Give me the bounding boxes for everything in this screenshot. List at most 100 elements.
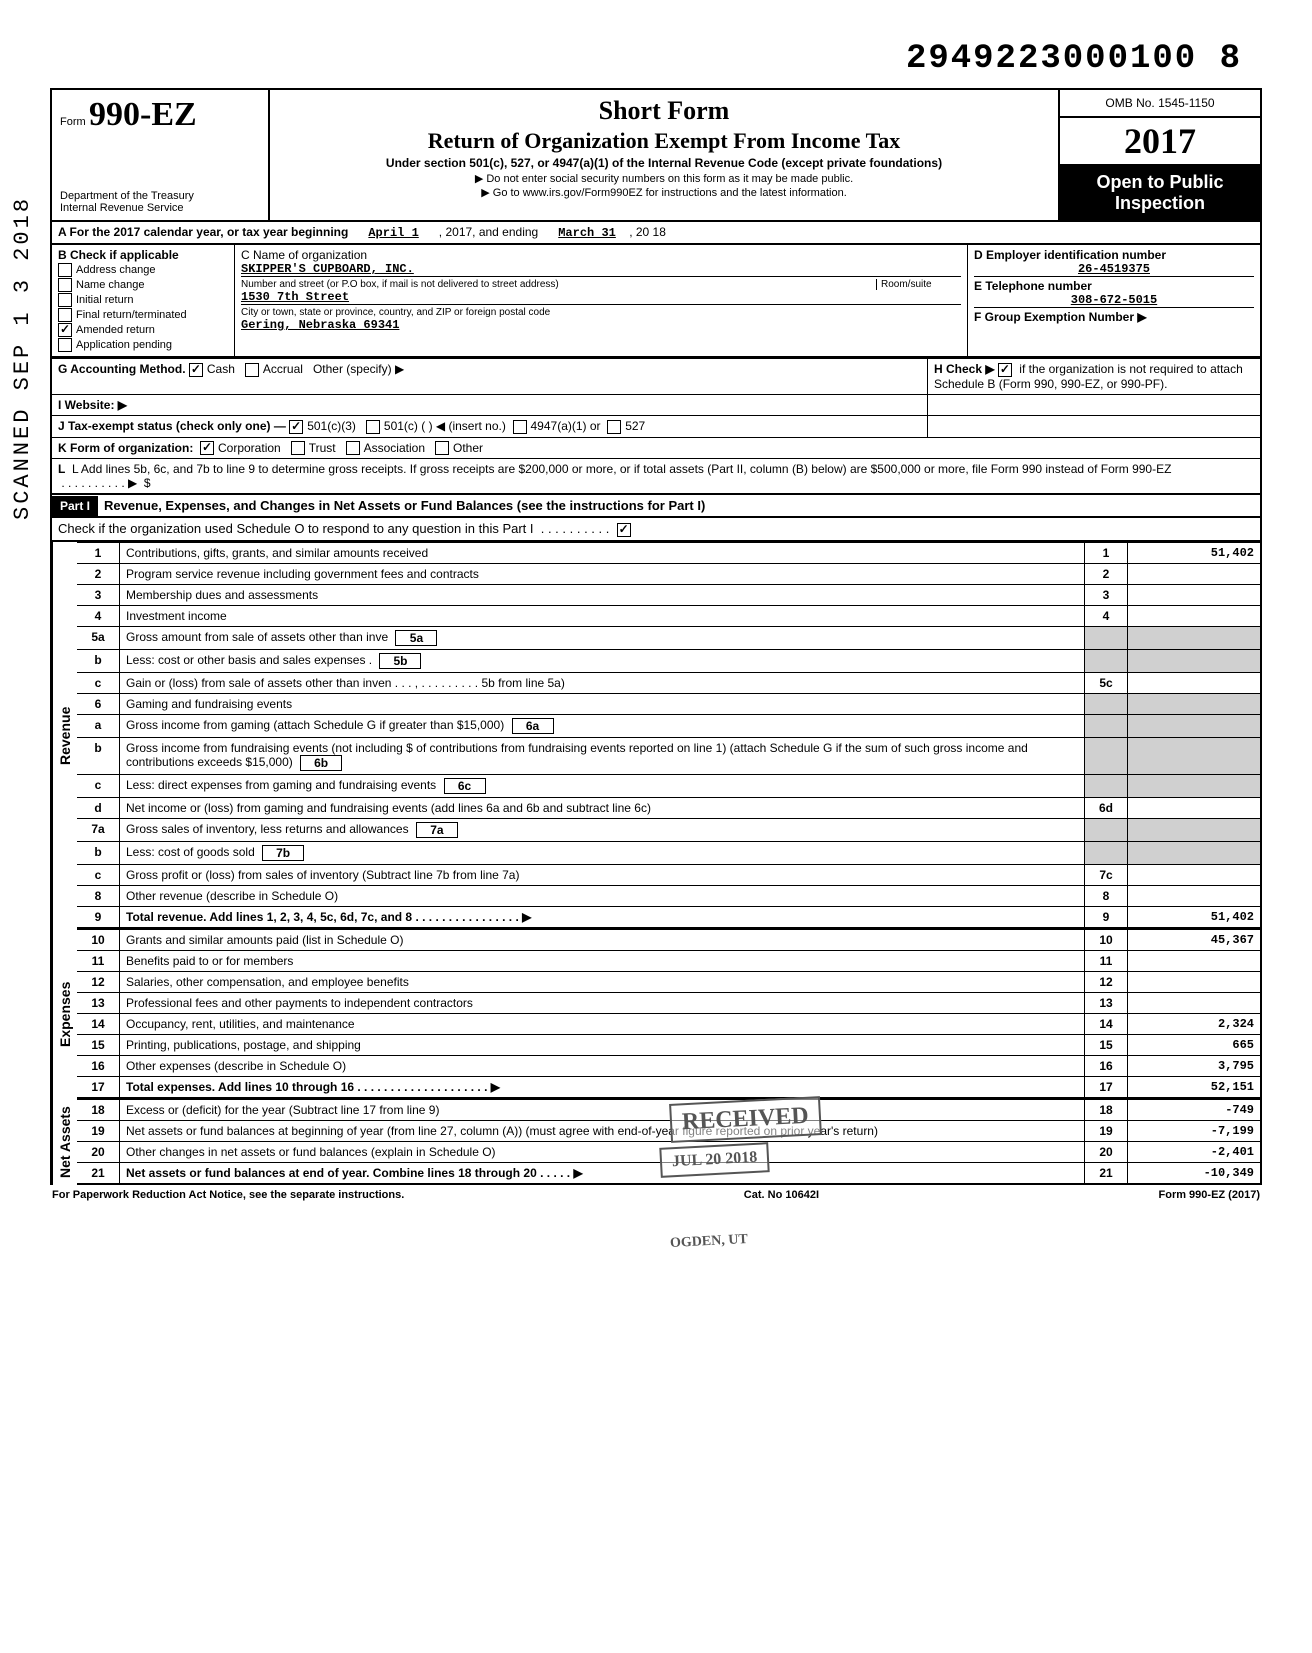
b-item-3: Final return/terminated: [76, 309, 187, 321]
line-number: 20: [77, 1142, 120, 1163]
footer-left: For Paperwork Reduction Act Notice, see …: [52, 1189, 404, 1201]
amount-box-number: 15: [1085, 1035, 1128, 1056]
g-other: Other (specify) ▶: [313, 362, 404, 376]
amount-box-number: [1085, 715, 1128, 738]
line-text: Gain or (loss) from sale of assets other…: [120, 673, 1085, 694]
expenses-block: Expenses 10Grants and similar amounts pa…: [50, 929, 1262, 1099]
amount-box-number: 13: [1085, 993, 1128, 1014]
g-label: G Accounting Method.: [58, 362, 186, 376]
header-center: Short Form Return of Organization Exempt…: [270, 90, 1060, 220]
chk-trust: [291, 441, 305, 455]
city: Gering, Nebraska 69341: [241, 318, 961, 332]
line-text: Gross amount from sale of assets other t…: [120, 627, 1085, 650]
e-label: E Telephone number: [974, 276, 1254, 293]
line-text: Printing, publications, postage, and shi…: [120, 1035, 1085, 1056]
amount-value: [1128, 798, 1262, 819]
line-text: Grants and similar amounts paid (list in…: [120, 930, 1085, 951]
amount-box-number: 8: [1085, 886, 1128, 907]
tax-year: 2017: [1060, 118, 1260, 166]
table-row: 5aGross amount from sale of assets other…: [77, 627, 1261, 650]
table-row: 1Contributions, gifts, grants, and simil…: [77, 543, 1261, 564]
amount-value: -7,199: [1128, 1121, 1262, 1142]
l-text: L Add lines 5b, 6c, and 7b to line 9 to …: [72, 462, 1171, 476]
table-row: 9Total revenue. Add lines 1, 2, 3, 4, 5c…: [77, 907, 1261, 929]
table-row: bLess: cost of goods sold 7b: [77, 842, 1261, 865]
line-number: d: [77, 798, 120, 819]
amount-box-number: 11: [1085, 951, 1128, 972]
table-row: 15Printing, publications, postage, and s…: [77, 1035, 1261, 1056]
amount-value: -749: [1128, 1100, 1262, 1121]
amount-box-number: 1: [1085, 543, 1128, 564]
col-d: D Employer identification number 26-4519…: [968, 245, 1260, 356]
part1-title: Revenue, Expenses, and Changes in Net As…: [98, 495, 1260, 516]
part1-check-row: Check if the organization used Schedule …: [50, 518, 1262, 542]
bcd-block: B Check if applicable Address change Nam…: [50, 245, 1262, 358]
inline-box: 6b: [300, 755, 342, 771]
main-title: Return of Organization Exempt From Incom…: [278, 128, 1050, 154]
k-label: K Form of organization:: [58, 441, 193, 455]
line-number: 7a: [77, 819, 120, 842]
chk-501c3: [289, 420, 303, 434]
amount-box-number: 5c: [1085, 673, 1128, 694]
b-item-2: Initial return: [76, 294, 133, 306]
d-label: D Employer identification number: [974, 248, 1254, 262]
amount-box-number: [1085, 738, 1128, 775]
line-number: b: [77, 842, 120, 865]
amount-box-number: [1085, 842, 1128, 865]
line-number: 15: [77, 1035, 120, 1056]
b-item-5: Application pending: [76, 339, 172, 351]
line-text: Less: direct expenses from gaming and fu…: [120, 775, 1085, 798]
form-name: 990-EZ: [89, 96, 197, 133]
line-text: Other changes in net assets or fund bala…: [120, 1142, 1085, 1163]
line-text: Gross income from fundraising events (no…: [120, 738, 1085, 775]
line-number: 11: [77, 951, 120, 972]
chk-527: [607, 420, 621, 434]
org-name: SKIPPER'S CUPBOARD, INC.: [241, 262, 961, 276]
amount-value: 3,795: [1128, 1056, 1262, 1077]
side-netassets: Net Assets: [52, 1099, 77, 1185]
k-assoc: Association: [364, 441, 425, 455]
end-date: March 31: [558, 226, 616, 240]
line-text: Gross profit or (loss) from sales of inv…: [120, 865, 1085, 886]
amount-value: [1128, 993, 1262, 1014]
line-text: Membership dues and assessments: [120, 585, 1085, 606]
table-row: bGross income from fundraising events (n…: [77, 738, 1261, 775]
amount-value: [1128, 606, 1262, 627]
line-text: Professional fees and other payments to …: [120, 993, 1085, 1014]
line-number: 2: [77, 564, 120, 585]
g-accrual: Accrual: [263, 362, 303, 376]
chk-h: [998, 363, 1012, 377]
inline-box: 7a: [416, 822, 458, 838]
short-form-title: Short Form: [278, 96, 1050, 126]
table-row: 6Gaming and fundraising events: [77, 694, 1261, 715]
inline-box: 6c: [444, 778, 486, 794]
amount-value: [1128, 673, 1262, 694]
part1-check-text: Check if the organization used Schedule …: [58, 521, 534, 536]
amount-value: [1128, 564, 1262, 585]
amount-box-number: 7c: [1085, 865, 1128, 886]
open-inspection: Open to Public Inspection: [1060, 166, 1260, 220]
line-number: 12: [77, 972, 120, 993]
table-row: 4Investment income4: [77, 606, 1261, 627]
netassets-table: 18Excess or (deficit) for the year (Subt…: [77, 1099, 1262, 1185]
amount-box-number: 3: [1085, 585, 1128, 606]
amount-value: 51,402: [1128, 543, 1262, 564]
line-text: Other revenue (describe in Schedule O): [120, 886, 1085, 907]
line-text: Investment income: [120, 606, 1085, 627]
amount-value: [1128, 585, 1262, 606]
end-year: , 20 18: [629, 225, 666, 239]
amount-box-number: [1085, 627, 1128, 650]
table-row: 19Net assets or fund balances at beginni…: [77, 1121, 1261, 1142]
line-number: b: [77, 738, 120, 775]
line-text: Net income or (loss) from gaming and fun…: [120, 798, 1085, 819]
amount-box-number: 2: [1085, 564, 1128, 585]
amount-value: [1128, 650, 1262, 673]
line-number: 14: [77, 1014, 120, 1035]
table-row: 8Other revenue (describe in Schedule O)8: [77, 886, 1261, 907]
line-number: 1: [77, 543, 120, 564]
line-number: 9: [77, 907, 120, 929]
k-corp: Corporation: [218, 441, 281, 455]
amount-box-number: [1085, 650, 1128, 673]
line-text: Less: cost of goods sold 7b: [120, 842, 1085, 865]
table-row: 17Total expenses. Add lines 10 through 1…: [77, 1077, 1261, 1099]
